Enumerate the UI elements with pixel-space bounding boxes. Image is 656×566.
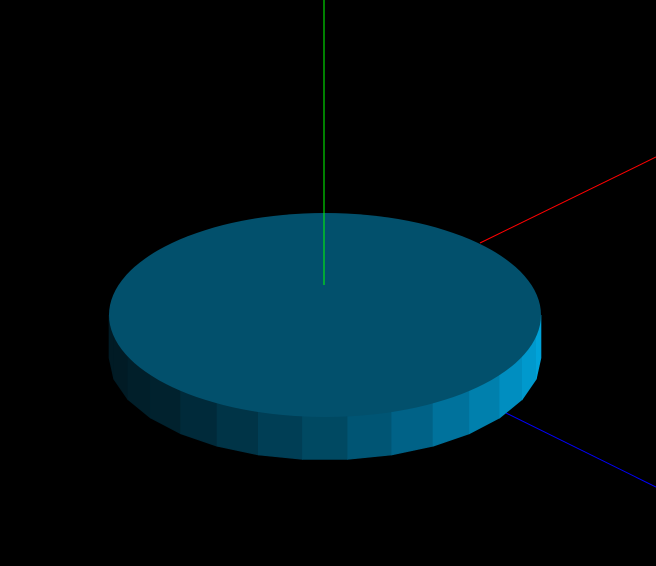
x-axis-line	[479, 156, 656, 244]
cylinder-side-facet	[302, 416, 348, 460]
cylinder-top-face	[109, 213, 541, 417]
cylinder-side-facet	[257, 411, 303, 460]
cylinder-model[interactable]	[108, 213, 542, 460]
cylinder-side-facet	[347, 411, 393, 460]
cylinder-side-facet	[391, 402, 434, 456]
cylinder-side-facet	[216, 402, 259, 456]
z-axis-line	[499, 409, 656, 488]
cylinder-side	[108, 314, 542, 460]
